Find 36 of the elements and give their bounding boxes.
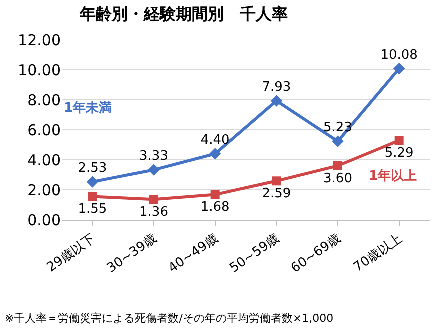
data-label: 1.68 — [200, 200, 230, 216]
data-label: 3.60 — [324, 171, 352, 186]
point — [86, 176, 99, 188]
text: ※千人率＝労働災害による死傷者数/その年の平均労働者数×1,000 — [5, 312, 334, 325]
data-label: 3.33 — [140, 149, 168, 164]
point — [148, 164, 160, 176]
point — [272, 176, 282, 186]
y-tick-label: 6.00 — [28, 121, 61, 140]
data-label: 10.08 — [380, 48, 418, 63]
point — [150, 195, 158, 204]
point — [393, 62, 406, 75]
point — [209, 148, 222, 160]
data-label: 1.36 — [140, 204, 168, 220]
text: 1年未満 — [64, 101, 112, 116]
y-tick-label: 10.00 — [18, 61, 61, 80]
chart-title: 年齢別・経験期間別 千人率 — [78, 4, 288, 24]
point — [334, 162, 342, 170]
x-tick-label: 70歳以上 — [351, 231, 406, 276]
point — [88, 192, 98, 202]
point — [394, 136, 404, 146]
data-label: 4.40 — [200, 133, 230, 148]
series-label: 1年以上 — [369, 169, 418, 184]
y-tick-label: 2.00 — [28, 181, 61, 200]
data-label: 2.59 — [262, 186, 292, 202]
y-tick-label: 12.00 — [18, 31, 61, 50]
data-label: 5.29 — [384, 146, 414, 162]
point — [332, 136, 344, 148]
point — [210, 190, 220, 200]
data-label: 1.55 — [78, 202, 108, 218]
y-tick-label: 0.00 — [28, 211, 61, 230]
x-tick-label: 29歳以下 — [44, 231, 99, 276]
y-tick-label: 4.00 — [28, 151, 61, 170]
y-tick-label: 8.00 — [28, 91, 61, 110]
point — [270, 95, 283, 107]
data-label: 2.53 — [78, 161, 108, 176]
data-label: 7.93 — [262, 80, 292, 96]
